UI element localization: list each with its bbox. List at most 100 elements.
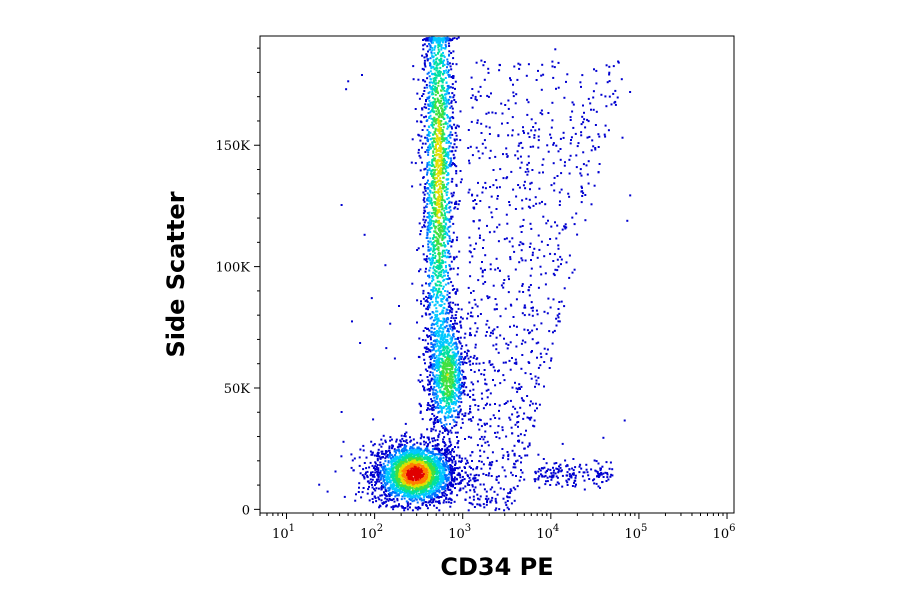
data-point — [442, 99, 445, 101]
data-point — [439, 456, 442, 459]
data-point — [443, 106, 446, 109]
data-point — [383, 493, 386, 496]
data-point — [372, 418, 375, 421]
data-point — [437, 118, 440, 121]
data-point — [374, 461, 377, 464]
data-point — [455, 378, 458, 381]
data-point — [454, 292, 457, 294]
data-point — [444, 429, 446, 432]
data-point — [448, 50, 451, 53]
data-point — [445, 453, 448, 456]
data-point — [461, 469, 463, 472]
data-point — [374, 481, 377, 484]
data-point — [432, 378, 435, 381]
data-point — [433, 159, 436, 162]
data-point — [382, 484, 385, 487]
data-point — [428, 126, 431, 129]
data-point — [437, 74, 440, 77]
data-point — [456, 494, 459, 497]
data-point — [446, 446, 449, 449]
data-point — [416, 92, 419, 95]
data-point — [432, 96, 435, 99]
data-point — [421, 470, 424, 473]
data-point — [431, 123, 434, 126]
data-point — [429, 185, 432, 188]
data-point — [445, 148, 448, 150]
data-point — [398, 452, 401, 455]
data-point — [386, 464, 389, 467]
data-point — [432, 150, 435, 153]
data-point — [390, 498, 393, 501]
data-point — [460, 393, 463, 396]
data-point — [442, 101, 445, 104]
data-point — [422, 450, 425, 453]
data-point — [412, 485, 415, 488]
data-point — [462, 358, 465, 361]
data-point — [440, 60, 443, 63]
data-point — [435, 182, 437, 185]
data-point — [397, 493, 400, 496]
data-point — [431, 125, 434, 128]
data-point — [448, 356, 451, 359]
data-point — [410, 446, 413, 449]
data-point — [463, 393, 466, 396]
data-point — [434, 61, 437, 64]
data-point — [442, 166, 445, 169]
data-point — [424, 454, 427, 457]
data-point — [433, 396, 436, 399]
data-point — [422, 191, 425, 194]
data-point — [400, 466, 403, 469]
data-point — [394, 460, 397, 463]
data-point — [425, 299, 428, 302]
data-point — [389, 470, 392, 473]
data-point — [436, 467, 439, 470]
data-point — [461, 457, 464, 460]
data-point — [436, 71, 439, 74]
data-point — [442, 337, 445, 340]
data-point — [443, 474, 446, 477]
data-point — [449, 301, 452, 304]
data-point — [408, 471, 411, 473]
data-point — [426, 458, 429, 461]
data-point — [439, 275, 442, 278]
data-point — [441, 152, 444, 155]
data-point — [404, 435, 407, 438]
data-point — [441, 320, 444, 323]
data-point — [421, 499, 424, 502]
data-point — [434, 476, 437, 479]
data-point — [388, 479, 391, 482]
data-point — [445, 249, 448, 252]
data-point — [436, 479, 439, 482]
data-point — [450, 372, 453, 375]
data-point — [441, 170, 444, 173]
data-point — [438, 243, 441, 246]
data-point — [443, 454, 446, 457]
data-point — [454, 303, 457, 306]
data-point — [443, 56, 446, 59]
data-point — [440, 357, 443, 360]
data-point — [434, 439, 437, 442]
data-point — [420, 435, 423, 438]
data-point — [423, 496, 426, 499]
data-point — [458, 489, 461, 492]
data-point — [426, 444, 429, 447]
data-point — [366, 470, 369, 473]
data-point — [441, 494, 444, 497]
data-point — [454, 374, 457, 377]
data-point — [427, 58, 430, 60]
data-point — [463, 478, 466, 481]
data-point — [438, 458, 441, 461]
data-point — [417, 453, 420, 456]
data-point — [450, 217, 453, 220]
data-point — [454, 376, 457, 379]
data-point — [405, 456, 408, 459]
data-point — [451, 177, 454, 180]
data-point — [434, 207, 437, 210]
data-point — [428, 148, 431, 150]
data-point — [435, 76, 438, 79]
data-point — [445, 311, 448, 314]
data-point — [455, 239, 458, 242]
data-point — [450, 159, 453, 162]
data-point — [435, 457, 438, 460]
data-point — [445, 428, 448, 431]
